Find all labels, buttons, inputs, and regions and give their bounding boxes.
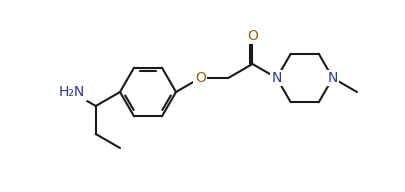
Text: O: O <box>247 29 257 43</box>
Text: N: N <box>271 71 281 85</box>
Text: H₂N: H₂N <box>58 85 84 99</box>
Text: O: O <box>194 71 205 85</box>
Text: N: N <box>327 71 337 85</box>
